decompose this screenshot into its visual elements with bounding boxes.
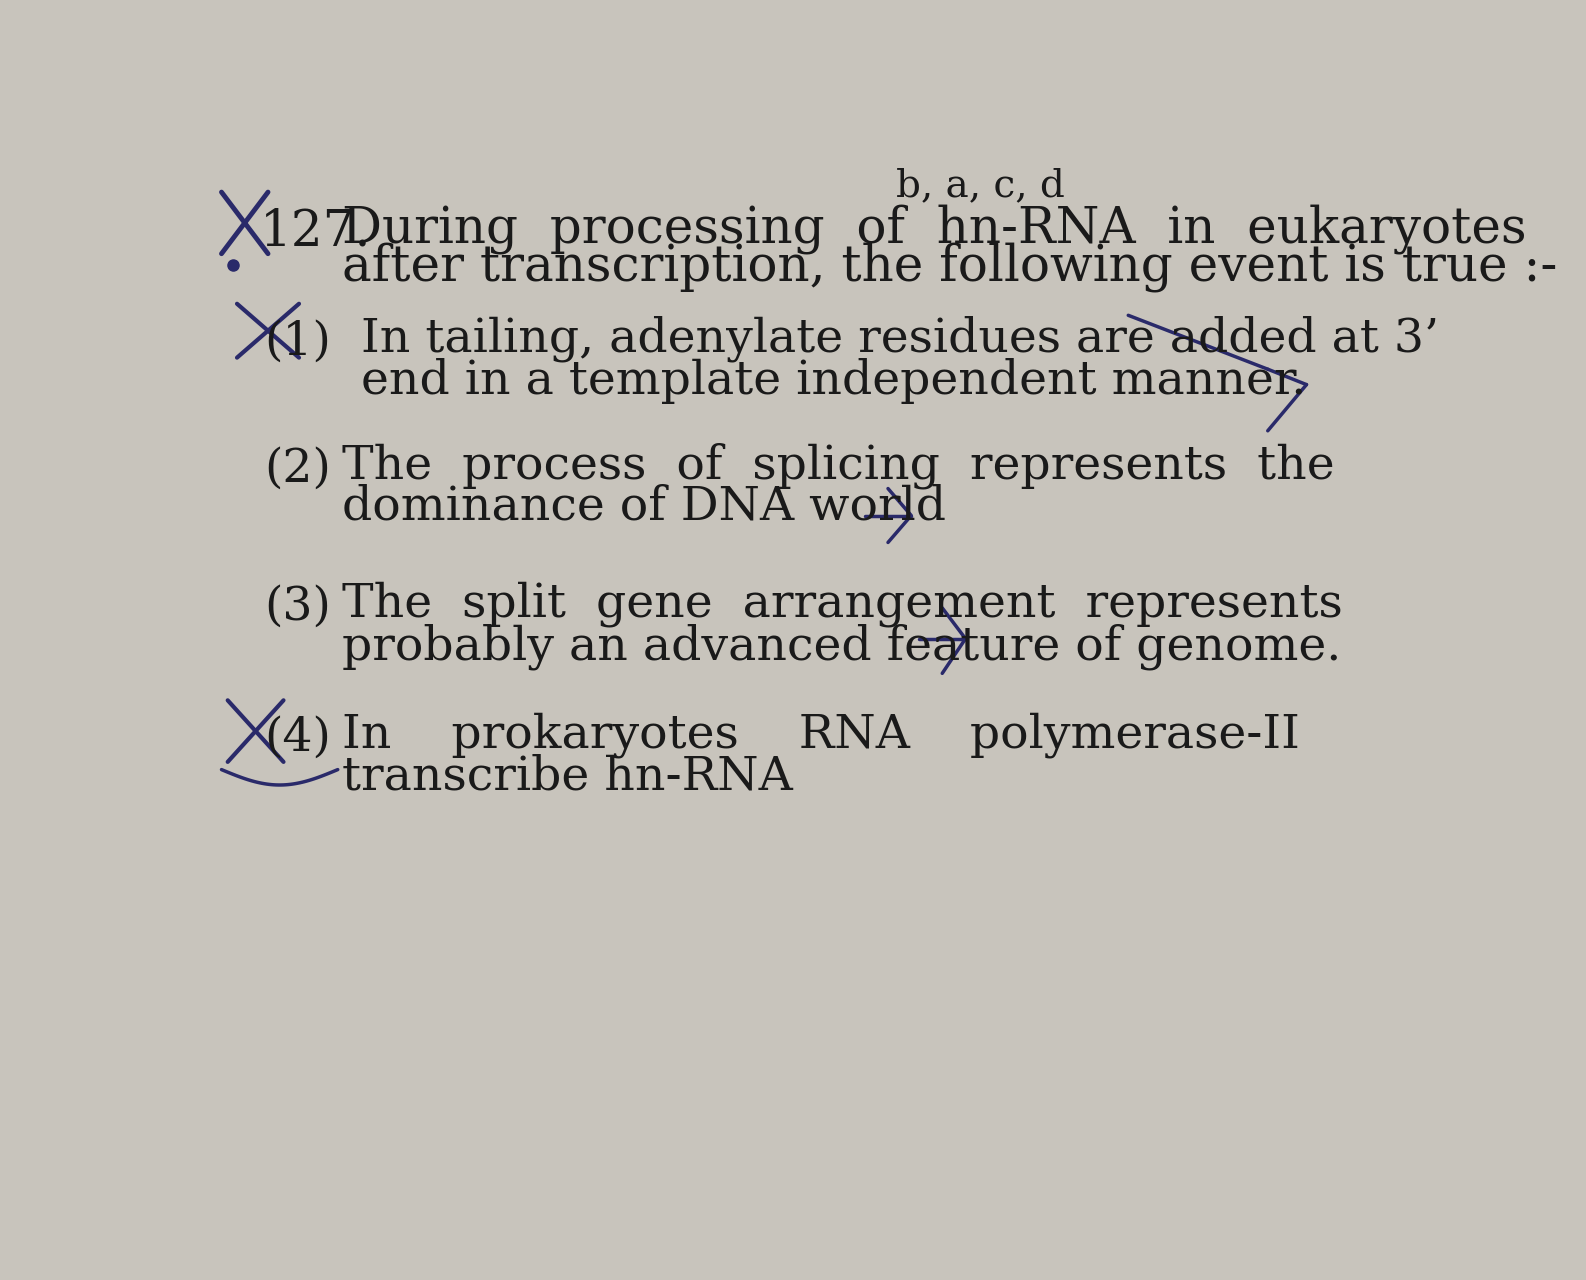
Text: (4): (4) (265, 716, 331, 762)
Text: 127.: 127. (260, 207, 371, 257)
Text: transcribe hn-RNA: transcribe hn-RNA (341, 754, 793, 800)
Text: b, a, c, d: b, a, c, d (896, 168, 1064, 205)
Text: The  process  of  splicing  represents  the: The process of splicing represents the (341, 443, 1334, 489)
Text: dominance of DNA world: dominance of DNA world (341, 485, 945, 530)
Text: In    prokaryotes    RNA    polymerase-II: In prokaryotes RNA polymerase-II (341, 712, 1299, 758)
Text: probably an advanced feature of genome.: probably an advanced feature of genome. (341, 623, 1340, 669)
Text: after transcription, the following event is true :-: after transcription, the following event… (341, 242, 1557, 292)
Text: end in a template independent manner.: end in a template independent manner. (362, 357, 1307, 403)
Text: In tailing, adenylate residues are added at 3’: In tailing, adenylate residues are added… (362, 315, 1439, 362)
Text: During  processing  of  hn-RNA  in  eukaryotes: During processing of hn-RNA in eukaryote… (341, 204, 1526, 253)
Text: (1): (1) (265, 319, 331, 365)
Text: (3): (3) (265, 585, 331, 630)
Text: (2): (2) (265, 447, 331, 492)
Text: The  split  gene  arrangement  represents: The split gene arrangement represents (341, 581, 1342, 627)
